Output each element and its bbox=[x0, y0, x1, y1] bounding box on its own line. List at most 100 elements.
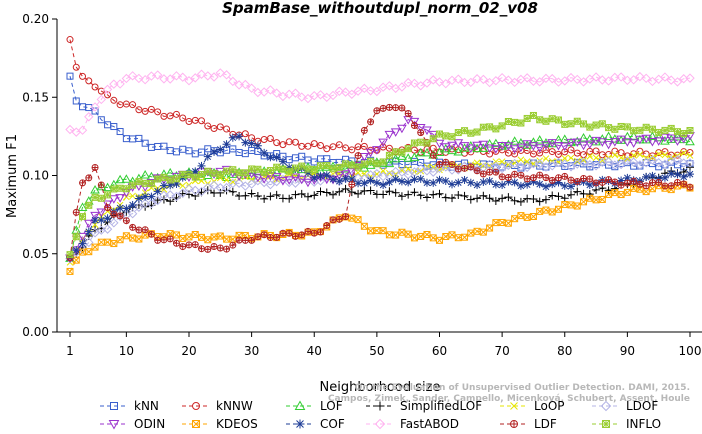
data-point bbox=[116, 236, 124, 244]
data-point bbox=[660, 72, 670, 82]
data-point bbox=[503, 75, 514, 85]
data-point bbox=[422, 147, 432, 157]
data-point bbox=[385, 231, 393, 239]
data-point bbox=[115, 79, 125, 89]
data-point bbox=[628, 75, 639, 85]
data-point bbox=[248, 165, 256, 173]
data-point bbox=[415, 81, 426, 91]
data-point bbox=[335, 141, 343, 149]
data-point bbox=[379, 181, 388, 190]
data-point bbox=[246, 83, 257, 93]
data-point bbox=[348, 161, 356, 169]
data-point bbox=[542, 174, 550, 182]
data-point bbox=[517, 212, 525, 220]
data-point bbox=[592, 154, 600, 162]
data-point bbox=[329, 216, 337, 224]
data-point bbox=[617, 181, 625, 189]
data-point bbox=[511, 215, 519, 223]
data-point bbox=[291, 232, 299, 240]
data-point bbox=[165, 167, 176, 177]
data-point bbox=[97, 87, 105, 95]
data-point bbox=[278, 157, 287, 166]
data-point bbox=[298, 162, 306, 170]
data-point bbox=[586, 175, 594, 183]
data-point bbox=[121, 174, 132, 183]
data-point bbox=[592, 179, 600, 187]
x-tick-label: 1 bbox=[66, 344, 74, 358]
data-point bbox=[473, 180, 482, 189]
data-point bbox=[428, 75, 438, 85]
data-point bbox=[116, 128, 124, 136]
data-point bbox=[102, 84, 113, 95]
data-point bbox=[140, 74, 150, 85]
data-point bbox=[329, 190, 338, 199]
data-point bbox=[647, 131, 658, 141]
data-point bbox=[322, 171, 331, 180]
data-point bbox=[198, 233, 206, 241]
data-point bbox=[591, 136, 601, 146]
data-point bbox=[498, 158, 506, 165]
data-point bbox=[184, 190, 193, 199]
data-point bbox=[77, 125, 88, 135]
data-point bbox=[554, 205, 562, 213]
data-point bbox=[628, 157, 639, 167]
data-point bbox=[290, 173, 301, 183]
data-point bbox=[542, 206, 550, 214]
data-point bbox=[84, 237, 94, 248]
data-point bbox=[178, 72, 188, 82]
data-point bbox=[229, 178, 237, 186]
data-point bbox=[84, 227, 93, 236]
data-point bbox=[273, 139, 281, 147]
data-point bbox=[509, 158, 520, 169]
data-point bbox=[409, 78, 420, 89]
data-point bbox=[410, 139, 418, 147]
data-point bbox=[266, 233, 274, 241]
y-tick-label: 0.05 bbox=[22, 247, 49, 261]
data-point bbox=[210, 169, 218, 177]
data-point bbox=[184, 76, 194, 86]
data-point bbox=[648, 185, 656, 193]
data-point bbox=[486, 123, 494, 131]
data-point bbox=[310, 166, 318, 174]
data-point bbox=[660, 136, 670, 145]
x-tick-label: 50 bbox=[369, 344, 384, 358]
data-point bbox=[204, 167, 212, 175]
data-point bbox=[210, 147, 219, 156]
data-point bbox=[661, 151, 669, 159]
x-tick-label: 10 bbox=[119, 344, 134, 358]
data-point bbox=[335, 187, 344, 196]
data-point bbox=[221, 70, 232, 80]
data-point bbox=[642, 150, 650, 158]
y-axis-label: Maximum F1 bbox=[5, 134, 20, 218]
data-point bbox=[453, 139, 464, 148]
data-point bbox=[77, 232, 88, 242]
data-point bbox=[404, 190, 413, 199]
data-point bbox=[279, 141, 287, 149]
data-point bbox=[379, 104, 387, 112]
data-point bbox=[260, 168, 268, 176]
data-point bbox=[467, 229, 475, 237]
data-point bbox=[435, 130, 443, 138]
data-point bbox=[447, 141, 457, 151]
data-point bbox=[560, 159, 570, 169]
data-point bbox=[578, 141, 589, 151]
data-point bbox=[473, 128, 481, 136]
data-point bbox=[498, 122, 506, 130]
legend-item-knnw: kNNW bbox=[182, 399, 253, 413]
data-point bbox=[422, 78, 432, 88]
data-point bbox=[315, 90, 326, 100]
data-point bbox=[135, 226, 143, 234]
data-point bbox=[116, 204, 125, 213]
legend-label: LDF bbox=[534, 417, 557, 431]
data-point bbox=[403, 77, 413, 88]
data-point bbox=[342, 160, 350, 168]
data-point bbox=[686, 152, 694, 159]
data-point bbox=[260, 231, 268, 239]
data-point bbox=[90, 211, 100, 221]
data-point bbox=[215, 183, 226, 193]
data-point bbox=[266, 135, 274, 143]
data-point bbox=[135, 134, 143, 142]
data-point bbox=[384, 81, 395, 91]
data-point bbox=[209, 72, 219, 82]
data-point bbox=[191, 231, 199, 239]
